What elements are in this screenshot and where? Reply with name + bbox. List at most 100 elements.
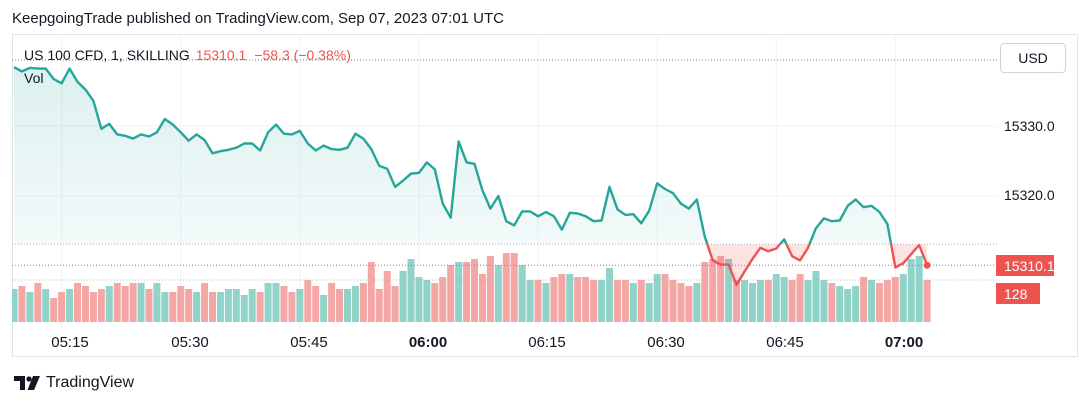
volume-bar xyxy=(201,283,209,322)
volume-bar xyxy=(81,286,89,322)
volume-bar xyxy=(97,289,105,322)
volume-bar xyxy=(725,259,733,322)
volume-bar xyxy=(875,283,883,322)
volume-bar xyxy=(733,280,741,322)
volume-bar xyxy=(590,280,598,322)
volume-bar xyxy=(923,280,931,322)
tradingview-logo-icon xyxy=(14,376,40,390)
symbol-label: US 100 CFD, 1, SKILLING xyxy=(24,47,190,63)
volume-bar xyxy=(574,277,582,322)
legend-change: −58.3 (−0.38%) xyxy=(254,47,351,63)
volume-bar xyxy=(558,274,566,322)
volume-bar xyxy=(550,277,558,322)
volume-bar xyxy=(105,286,113,322)
last-price-badge: 15310.1 xyxy=(996,255,1055,276)
volume-bar xyxy=(185,289,193,322)
volume-bar xyxy=(153,283,161,322)
x-tick-label: 06:00 xyxy=(408,334,448,351)
volume-bar xyxy=(391,286,399,322)
volume-bar xyxy=(193,292,201,322)
volume-bar xyxy=(661,274,669,322)
volume-bar xyxy=(320,295,328,322)
volume-bar xyxy=(74,283,82,322)
volume-bar xyxy=(518,265,526,322)
volume-bar xyxy=(407,259,415,322)
volume-bar xyxy=(860,277,868,322)
volume-bar xyxy=(121,286,129,322)
area-fill-above xyxy=(14,67,928,245)
volume-bar xyxy=(113,283,121,322)
volume-bar xyxy=(375,289,383,322)
volume-bar xyxy=(907,259,915,322)
volume-bar xyxy=(653,274,661,322)
volume-bar xyxy=(645,283,653,322)
volume-bar xyxy=(820,280,828,322)
volume-bar xyxy=(34,283,42,322)
volume-bar xyxy=(637,280,645,322)
volume-bar xyxy=(740,280,748,322)
volume-bar xyxy=(613,280,621,322)
volume-bar xyxy=(534,280,542,322)
last-volume-badge: 128 xyxy=(996,283,1040,304)
volume-bar xyxy=(693,283,701,322)
volume-bar xyxy=(447,265,455,322)
volume-bar xyxy=(431,283,439,322)
volume-bar xyxy=(471,259,479,322)
volume-bar xyxy=(288,292,296,322)
volume-bar xyxy=(582,277,590,322)
price-line-above xyxy=(13,66,921,245)
volume-bar xyxy=(804,280,812,322)
volume-bar xyxy=(455,262,463,322)
chart-legend[interactable]: US 100 CFD, 1, SKILLING 15310.1 −58.3 (−0.… xyxy=(24,47,351,63)
volume-bar xyxy=(439,277,447,322)
price-line-below xyxy=(706,244,929,287)
volume-bar xyxy=(629,283,637,322)
volume-bar xyxy=(58,292,66,322)
x-tick-label: 06:30 xyxy=(647,334,685,351)
volume-bar xyxy=(137,283,145,322)
volume-bar xyxy=(89,292,97,322)
volume-bar xyxy=(328,283,336,322)
x-tick-label: 06:45 xyxy=(766,334,804,351)
volume-bar xyxy=(526,280,534,322)
volume-bar xyxy=(26,292,34,322)
volume-bar xyxy=(868,280,876,322)
volume-bar xyxy=(66,289,74,322)
volume-bar xyxy=(145,289,153,322)
volume-bar xyxy=(677,283,685,322)
volume-bar xyxy=(224,289,232,322)
volume-bar xyxy=(486,256,494,322)
area-fill-below xyxy=(14,244,928,285)
volume-bar xyxy=(844,289,852,322)
volume-bar xyxy=(18,286,26,322)
volume-bar xyxy=(542,283,550,322)
footer-logo[interactable]: TradingView xyxy=(14,374,134,392)
volume-bar xyxy=(709,259,717,322)
volume-bar xyxy=(272,283,280,322)
volume-bar xyxy=(399,271,407,322)
x-tick-label: 06:15 xyxy=(528,334,566,351)
volume-bar xyxy=(42,289,50,322)
volume-bar xyxy=(351,286,359,322)
y-tick-label: 15320.0 xyxy=(1004,187,1055,203)
volume-bar xyxy=(756,280,764,322)
volume-bar xyxy=(669,280,677,322)
volume-bar xyxy=(129,283,137,322)
volume-bar xyxy=(280,286,288,322)
price-chart[interactable] xyxy=(12,34,1078,357)
x-tick-label: 05:30 xyxy=(171,334,209,351)
currency-button[interactable]: USD xyxy=(1000,43,1066,73)
volume-bar xyxy=(852,286,860,322)
volume-bar xyxy=(883,280,891,322)
volume-bar xyxy=(899,274,907,322)
volume-bar xyxy=(772,274,780,322)
volume-bar xyxy=(383,271,391,322)
volume-bar xyxy=(240,295,248,322)
volume-bar xyxy=(701,262,709,322)
volume-bar xyxy=(796,274,804,322)
last-price-point xyxy=(923,261,931,269)
volume-bar xyxy=(415,277,423,322)
volume-bar xyxy=(764,280,772,322)
volume-bar xyxy=(248,289,256,322)
volume-bar xyxy=(12,289,18,322)
